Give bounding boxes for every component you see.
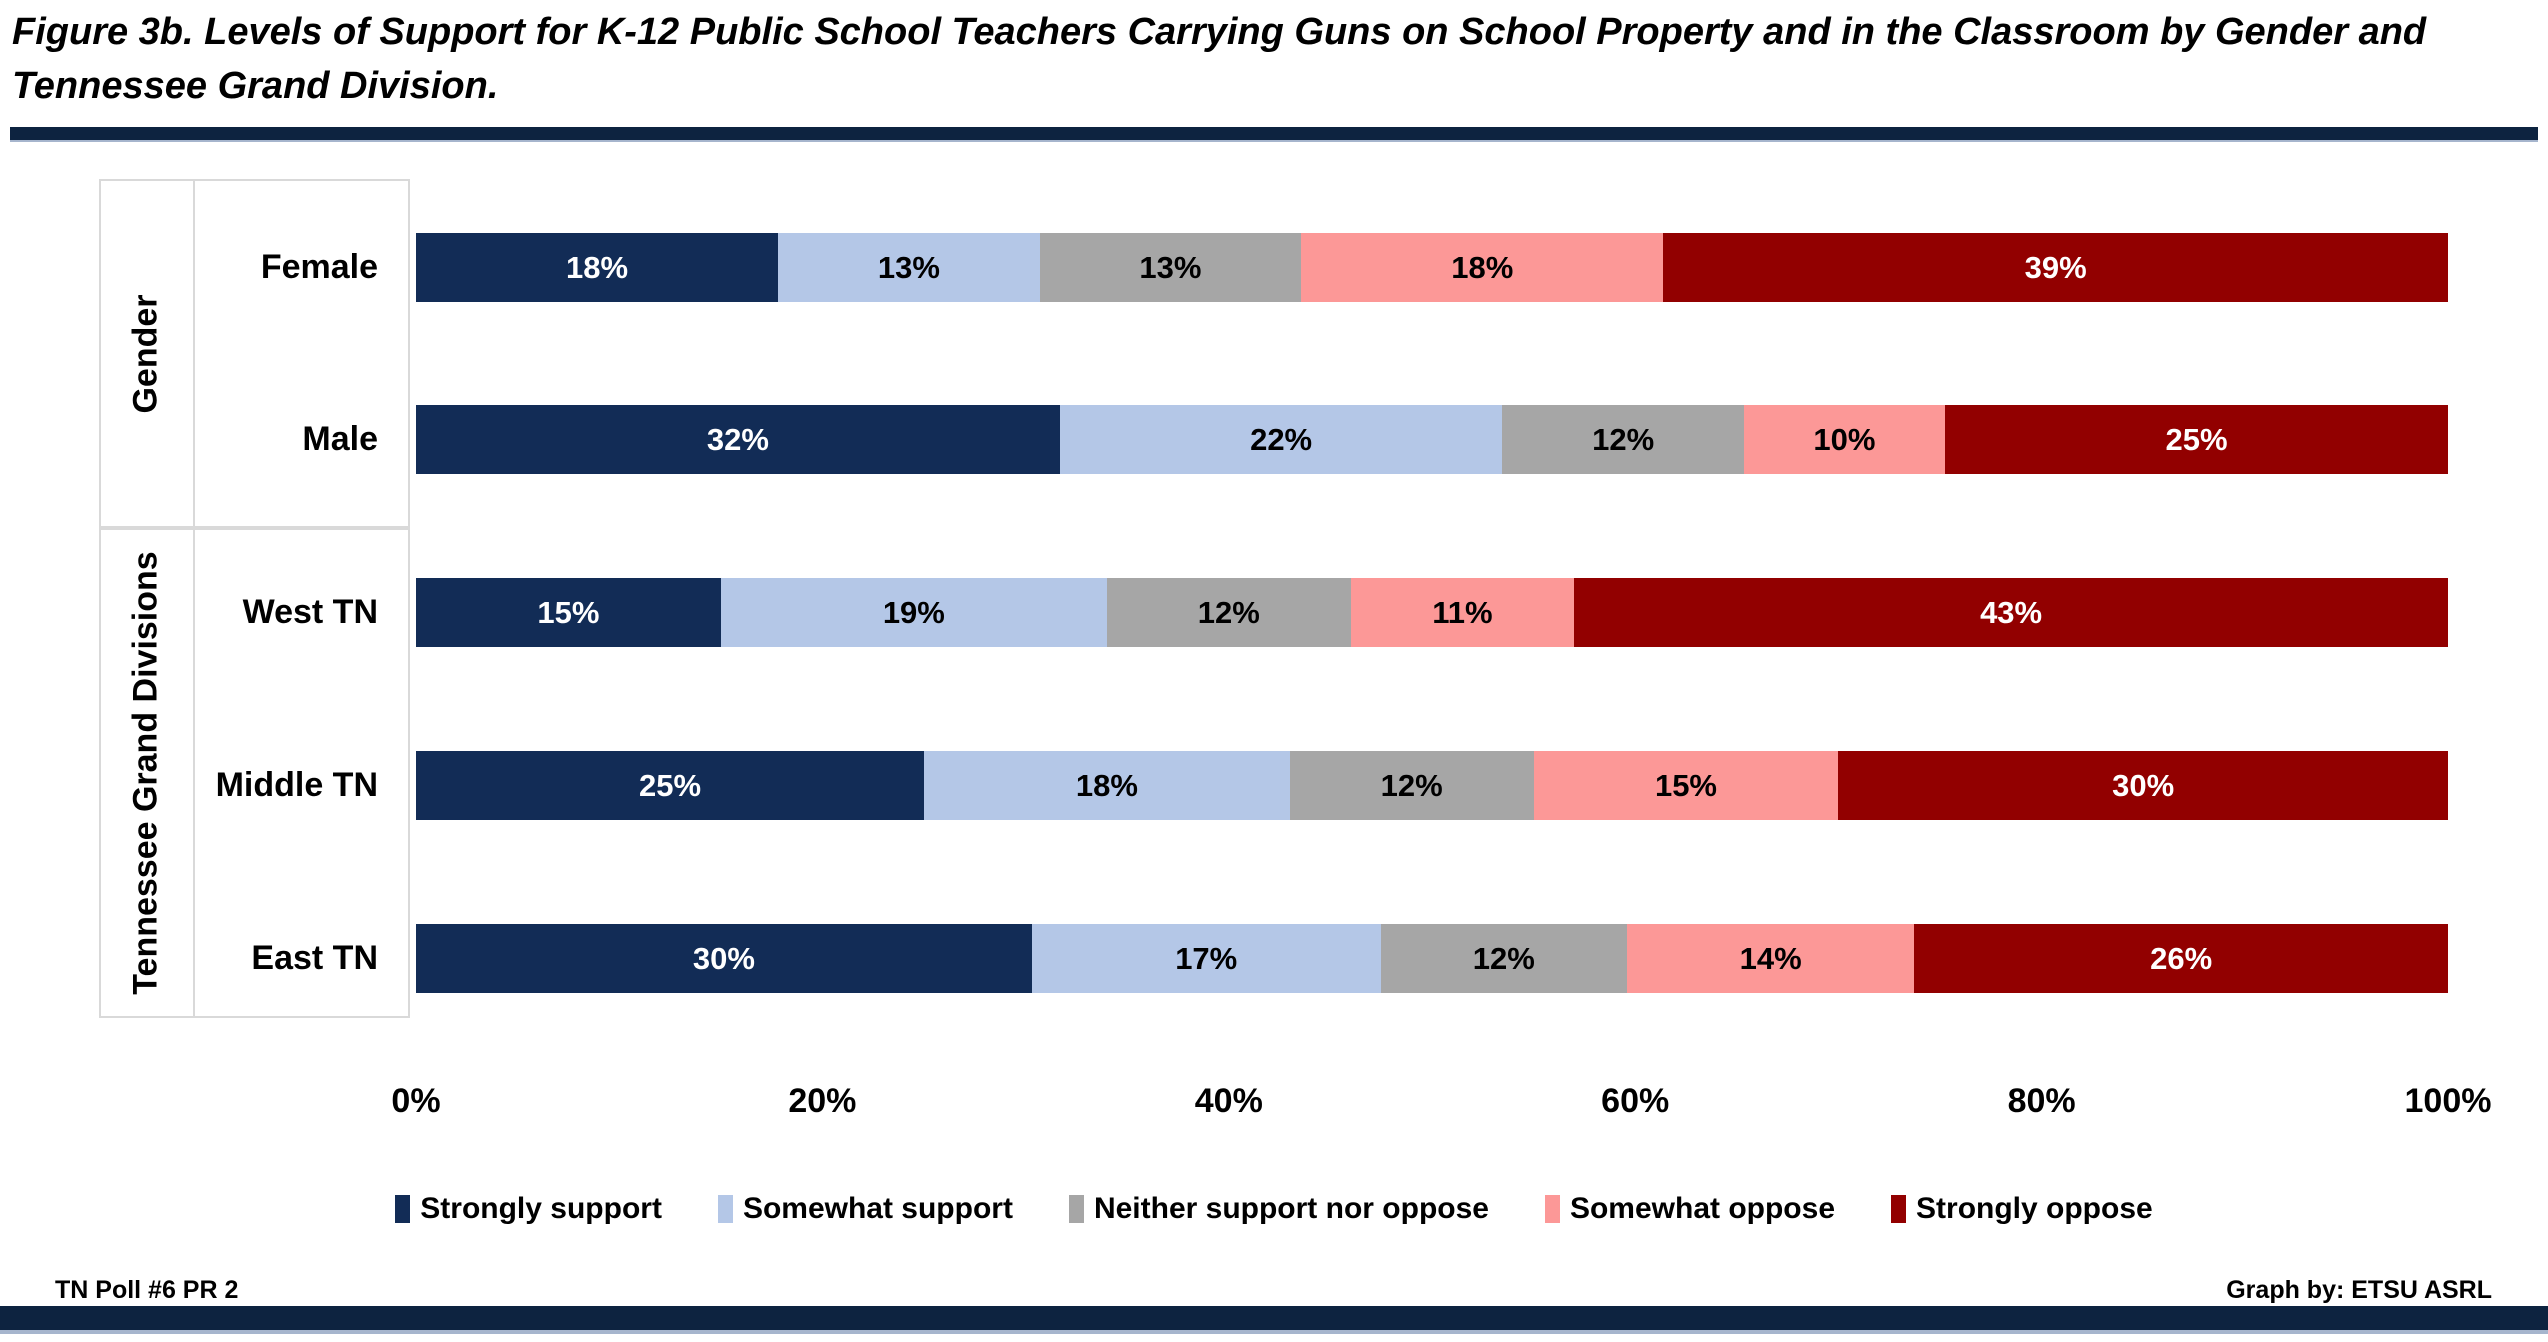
legend-item-somewhat-oppose: Somewhat oppose — [1544, 1192, 1836, 1226]
legend-item-somewhat-support: Somewhat support — [717, 1192, 1013, 1226]
category-label-east-tn: East TN — [251, 939, 378, 977]
x-axis-tick-60: 60% — [1601, 1082, 1670, 1120]
segment-somewhat-oppose: 11% — [1350, 578, 1575, 647]
segment-strongly-oppose: 30% — [1838, 751, 2448, 820]
group-box-gender — [99, 179, 410, 528]
x-axis-tick-20: 20% — [788, 1082, 857, 1120]
legend-swatch-icon — [1068, 1195, 1084, 1223]
legend-label: Strongly support — [420, 1192, 662, 1225]
segment-neither-support-nor-oppose: 13% — [1039, 233, 1302, 302]
legend-item-strongly-support: Strongly support — [395, 1192, 662, 1226]
group-label-gender: Gender — [126, 293, 165, 414]
segment-somewhat-oppose: 18% — [1301, 233, 1664, 302]
segment-strongly-oppose: 43% — [1574, 578, 2448, 647]
title-divider-rule — [10, 127, 2538, 142]
group-label-tennessee-grand-divisions: Tennessee Grand Divisions — [126, 551, 165, 995]
footer-source-label: TN Poll #6 PR 2 — [55, 1276, 239, 1304]
category-label-female: Female — [260, 248, 378, 286]
category-label-west-tn: West TN — [242, 593, 378, 631]
x-axis-tick-0: 0% — [391, 1082, 441, 1120]
legend-label: Strongly oppose — [1916, 1192, 2153, 1225]
legend-swatch-icon — [395, 1195, 411, 1223]
group-box-tennessee-grand-divisions — [99, 528, 410, 1018]
legend-item-neither-support-nor-oppose: Neither support nor oppose — [1068, 1192, 1489, 1226]
segment-somewhat-oppose: 10% — [1743, 405, 1946, 474]
segment-somewhat-oppose: 15% — [1533, 751, 1839, 820]
legend-swatch-icon — [717, 1195, 733, 1223]
segment-somewhat-support: 22% — [1059, 405, 1503, 474]
x-axis-tick-40: 40% — [1194, 1082, 1263, 1120]
segment-neither-support-nor-oppose: 12% — [1289, 751, 1534, 820]
x-axis-tick-100: 100% — [2404, 1082, 2492, 1120]
segment-neither-support-nor-oppose: 12% — [1106, 578, 1351, 647]
bar-row-west-tn: 15% 19% 12% 11% 43% — [416, 578, 2448, 647]
bar-row-female: 18% 13% 13% 18% 39% — [416, 233, 2448, 302]
bar-row-east-tn: 30% 17% 12% 14% 26% — [416, 924, 2448, 993]
footer-credit-label: Graph by: ETSU ASRL — [2226, 1276, 2492, 1304]
segment-somewhat-support: 18% — [924, 751, 1290, 820]
segment-strongly-support: 32% — [416, 405, 1060, 474]
segment-somewhat-support: 19% — [720, 578, 1107, 647]
segment-strongly-support: 15% — [416, 578, 721, 647]
segment-strongly-oppose: 26% — [1914, 924, 2448, 993]
legend-swatch-icon — [1544, 1195, 1560, 1223]
segment-neither-support-nor-oppose: 12% — [1502, 405, 1744, 474]
segment-strongly-oppose: 39% — [1663, 233, 2448, 302]
segment-strongly-support: 25% — [416, 751, 924, 820]
bar-row-male: 32% 22% 12% 10% 25% — [416, 405, 2448, 474]
legend-swatch-icon — [1891, 1195, 1907, 1223]
category-label-middle-tn: Middle TN — [215, 766, 378, 804]
segment-somewhat-oppose: 14% — [1626, 924, 1915, 993]
chart-legend: Strongly support Somewhat support Neither … — [0, 1192, 2548, 1226]
group-column-divider — [193, 179, 195, 528]
legend-label: Neither support nor oppose — [1093, 1192, 1489, 1225]
legend-label: Somewhat support — [742, 1192, 1013, 1225]
x-axis-tick-80: 80% — [2007, 1082, 2076, 1120]
legend-label: Somewhat oppose — [1569, 1192, 1836, 1225]
segment-somewhat-support: 13% — [778, 233, 1040, 302]
segment-strongly-support: 30% — [416, 924, 1032, 993]
category-label-male: Male — [302, 420, 378, 458]
segment-strongly-support: 18% — [416, 233, 779, 302]
segment-neither-support-nor-oppose: 12% — [1380, 924, 1627, 993]
bar-row-middle-tn: 25% 18% 12% 15% 30% — [416, 751, 2448, 820]
legend-item-strongly-oppose: Strongly oppose — [1891, 1192, 2153, 1226]
figure-title: Figure 3b. Levels of Support for K-12 Pu… — [12, 11, 2427, 107]
segment-strongly-oppose: 25% — [1945, 405, 2448, 474]
group-column-divider — [193, 528, 195, 1018]
segment-somewhat-support: 17% — [1031, 924, 1381, 993]
footer-divider-rule — [0, 1306, 2548, 1334]
